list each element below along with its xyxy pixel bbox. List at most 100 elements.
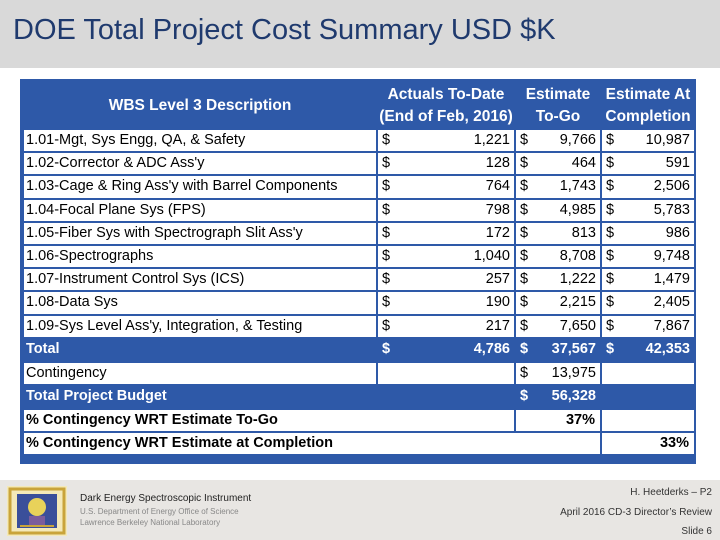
cell-value: 9,766 — [559, 132, 596, 149]
slide-title: DOE Total Project Cost Summary USD $K — [13, 14, 556, 46]
cell-value: 128 — [485, 155, 510, 172]
total-budget-label: Total Project Budget — [24, 385, 376, 408]
header-actuals: Actuals To-Date (End of Feb, 2016) — [378, 83, 514, 128]
row-actuals: $172 — [378, 222, 514, 244]
row-actuals: $128 — [378, 153, 514, 175]
cell-value: 217 — [485, 317, 510, 334]
footer-review: April 2016 CD-3 Director’s Review — [560, 507, 712, 518]
currency-symbol: $ — [520, 248, 529, 265]
row-etg: $9,766 — [516, 130, 600, 152]
table-row: 1.04-Focal Plane Sys (FPS) $798 $4,985 $5,7… — [24, 199, 694, 221]
currency-symbol: $ — [382, 224, 391, 241]
cell-value: 7,867 — [653, 317, 690, 334]
row-description: 1.06-Spectrographs — [24, 245, 376, 268]
footer-lab: Lawrence Berkeley National Laboratory — [80, 518, 221, 527]
table-header-row: WBS Level 3 Description Actuals To-Date(… — [24, 83, 694, 128]
cell-value: 1,479 — [653, 271, 690, 288]
total-row: Total $4,786 $37,567 $42,353 — [24, 338, 694, 361]
contingency-eac-empty — [602, 362, 694, 384]
currency-symbol: $ — [382, 271, 391, 288]
cell-value: 798 — [485, 201, 510, 218]
total-budget-eac-empty — [602, 385, 694, 408]
currency-symbol: $ — [606, 224, 615, 241]
currency-symbol: $ — [606, 155, 615, 172]
cell-value: 1,221 — [473, 132, 510, 149]
pct-eac-row: % Contingency WRT Estimate at Completion… — [24, 433, 694, 455]
cell-value: 1,222 — [559, 271, 596, 288]
total-budget-etg: $56,328 — [516, 385, 600, 408]
cost-summary-table: WBS Level 3 Description Actuals To-Date(… — [20, 79, 696, 464]
row-etg: $8,708 — [516, 245, 600, 268]
footer-slide-number: Slide 6 — [681, 526, 712, 537]
pct-eac-value: 33% — [602, 433, 694, 455]
contingency-actuals-empty — [378, 362, 514, 384]
row-actuals: $798 — [378, 199, 514, 221]
row-actuals: $217 — [378, 315, 514, 337]
row-etg: $7,650 — [516, 315, 600, 337]
header-description: WBS Level 3 Description — [24, 83, 376, 128]
cell-value: 464 — [571, 155, 596, 172]
cell-value: 172 — [485, 224, 510, 241]
table-row: 1.01-Mgt, Sys Engg, QA, & Safety $1,221 $9… — [24, 130, 694, 152]
cell-value: 2,405 — [653, 294, 690, 311]
cell-value: 257 — [485, 271, 510, 288]
contingency-row: Contingency $13,975 — [24, 362, 694, 384]
cell-value: 986 — [665, 224, 690, 241]
cell-value: 8,708 — [559, 248, 596, 265]
row-description: 1.07-Instrument Control Sys (ICS) — [24, 269, 376, 291]
row-eac: $986 — [602, 222, 694, 244]
row-etg: $2,215 — [516, 292, 600, 314]
currency-symbol: $ — [520, 178, 529, 195]
currency-symbol: $ — [382, 248, 391, 265]
table-row: 1.05-Fiber Sys with Spectrograph Slit As… — [24, 222, 694, 244]
row-actuals: $257 — [378, 269, 514, 291]
row-actuals: $190 — [378, 292, 514, 314]
total-actuals: $4,786 — [378, 338, 514, 361]
title-bar — [0, 0, 720, 68]
currency-symbol: $ — [606, 294, 615, 311]
row-description: 1.02-Corrector & ADC Ass'y — [24, 153, 376, 175]
contingency-etg: $13,975 — [516, 362, 600, 384]
footer-department: U.S. Department of Energy Office of Scie… — [80, 507, 239, 516]
cell-value: 2,215 — [559, 294, 596, 311]
row-etg: $4,985 — [516, 199, 600, 221]
row-description: 1.05-Fiber Sys with Spectrograph Slit As… — [24, 222, 376, 244]
pct-etg-row: % Contingency WRT Estimate To-Go 37% — [24, 409, 694, 432]
row-eac: $7,867 — [602, 315, 694, 337]
total-eac: $42,353 — [602, 338, 694, 361]
cell-value: 1,040 — [473, 248, 510, 265]
pct-etg-label: % Contingency WRT Estimate To-Go — [24, 409, 514, 432]
total-budget-row: Total Project Budget $56,328 — [24, 385, 694, 408]
currency-symbol: $ — [520, 155, 529, 172]
row-description: 1.03-Cage & Ring Ass'y with Barrel Compo… — [24, 176, 376, 198]
cell-value: 591 — [665, 155, 690, 172]
cell-value: 4,985 — [559, 201, 596, 218]
row-etg: $1,222 — [516, 269, 600, 291]
contingency-label: Contingency — [24, 362, 376, 384]
currency-symbol: $ — [606, 271, 615, 288]
currency-symbol: $ — [606, 178, 615, 195]
row-eac: $10,987 — [602, 130, 694, 152]
cell-value: 9,748 — [653, 248, 690, 265]
currency-symbol: $ — [606, 317, 615, 334]
footer-instrument: Dark Energy Spectroscopic Instrument — [80, 493, 252, 504]
currency-symbol: $ — [520, 317, 529, 334]
currency-symbol: $ — [382, 155, 391, 172]
row-description: 1.08-Data Sys — [24, 292, 376, 314]
currency-symbol: $ — [520, 271, 529, 288]
row-description: 1.04-Focal Plane Sys (FPS) — [24, 199, 376, 221]
row-etg: $1,743 — [516, 176, 600, 198]
pct-eac-label: % Contingency WRT Estimate at Completion — [24, 433, 600, 455]
currency-symbol: $ — [606, 201, 615, 218]
currency-symbol: $ — [382, 132, 391, 149]
currency-symbol: $ — [606, 248, 615, 265]
row-etg: $464 — [516, 153, 600, 175]
cell-value: 813 — [571, 224, 596, 241]
row-actuals: $1,221 — [378, 130, 514, 152]
table-row: 1.07-Instrument Control Sys (ICS) $257 $1,… — [24, 269, 694, 291]
row-description: 1.01-Mgt, Sys Engg, QA, & Safety — [24, 130, 376, 152]
row-etg: $813 — [516, 222, 600, 244]
currency-symbol: $ — [382, 317, 391, 334]
row-eac: $2,405 — [602, 292, 694, 314]
total-etg: $37,567 — [516, 338, 600, 361]
